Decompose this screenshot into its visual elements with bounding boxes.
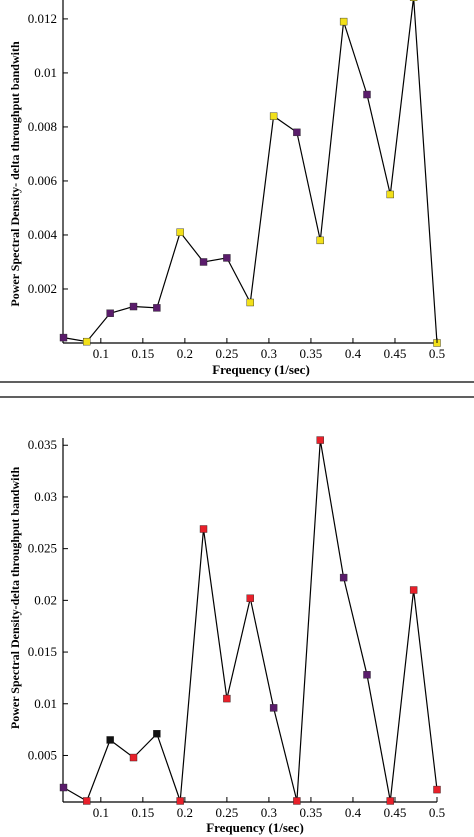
top-chart-x-axis-title: Frequency (1/sec) <box>212 362 310 377</box>
top-chart-y-tick-label: 0.002 <box>28 281 57 296</box>
top-chart-data-point <box>386 190 394 199</box>
top-chart-x-ticks: 0.1 0.15 0.2 0.25 0.3 0.35 0.4 0.45 0.5 <box>93 338 445 361</box>
bottom-chart-x-tick-label: 0.4 <box>345 805 362 820</box>
top-chart-x-tick-label: 0.5 <box>429 346 445 361</box>
bottom-chart-x-tick-label: 0.45 <box>384 805 407 820</box>
bottom-chart-x-tick-label: 0.3 <box>261 805 277 820</box>
top-chart-data-point <box>409 0 418 1</box>
bottom-chart-data-point <box>83 797 91 805</box>
bottom-chart-data-point <box>106 736 114 744</box>
top-chart-data-point <box>293 128 301 137</box>
bottom-chart-data-point <box>316 436 324 444</box>
bottom-chart-y-tick-label: 0.025 <box>28 541 57 556</box>
bottom-chart-y-tick-label: 0.005 <box>28 747 57 762</box>
bottom-chart-x-axis-title: Frequency (1/sec) <box>206 820 304 835</box>
bottom-chart-y-ticks: 0.005 0.01 0.015 0.02 0.025 0.03 0.035 <box>28 437 68 762</box>
top-chart-data-point <box>83 337 91 346</box>
top-chart-marks <box>59 0 441 347</box>
bottom-chart-y-tick-label: 0.02 <box>34 592 57 607</box>
bottom-chart-data-point <box>269 704 278 712</box>
top-chart-x-tick-label: 0.15 <box>131 346 154 361</box>
bottom-chart-data-point <box>433 785 441 794</box>
bottom-chart-data-point <box>199 525 208 533</box>
top-chart-x-tick-label: 0.25 <box>216 346 239 361</box>
bottom-chart-data-point <box>409 586 418 594</box>
bottom-chart-y-tick-label: 0.01 <box>34 696 57 711</box>
top-chart: 0.002 0.004 0.006 0.008 0.01 0.012 0.1 0.15 0.2… <box>8 0 445 377</box>
bottom-chart-data-point <box>59 783 68 792</box>
bottom-chart-y-tick-label: 0.035 <box>28 437 57 452</box>
top-chart-x-tick-label: 0.1 <box>93 346 109 361</box>
top-chart-y-tick-label: 0.006 <box>28 173 58 188</box>
bottom-chart-data-point <box>363 671 371 679</box>
top-chart-data-point <box>223 254 231 262</box>
top-chart-x-tick-label: 0.35 <box>300 346 323 361</box>
top-chart-data-point <box>106 309 114 317</box>
bottom-chart-y-tick-label: 0.015 <box>28 644 57 659</box>
top-chart-y-axis-title: Power Spectral Density- delta throughput… <box>8 41 22 307</box>
bottom-chart-y-tick-label: 0.03 <box>34 489 57 504</box>
top-chart-data-point <box>199 258 208 266</box>
bottom-chart-x-tick-label: 0.15 <box>131 805 154 820</box>
top-chart-x-tick-label: 0.4 <box>345 346 362 361</box>
bottom-chart-axes <box>62 438 437 803</box>
top-chart-data-point <box>246 298 254 307</box>
bottom-chart-marks <box>59 436 441 805</box>
bottom-chart-data-point <box>386 797 394 805</box>
bottom-chart-x-tick-label: 0.5 <box>429 805 445 820</box>
top-chart-y-tick-label: 0.01 <box>34 65 57 80</box>
bottom-chart-data-point <box>339 573 348 582</box>
top-chart-data-point <box>269 112 278 120</box>
top-chart-data-point <box>339 17 348 26</box>
bottom-chart-y-axis-title: Power Spectral Density-delta throughput … <box>8 467 22 730</box>
top-chart-x-tick-label: 0.2 <box>177 346 193 361</box>
top-chart-x-tick-label: 0.3 <box>261 346 277 361</box>
top-chart-data-point <box>59 333 68 342</box>
bottom-chart-x-tick-label: 0.2 <box>177 805 193 820</box>
bottom-chart-x-tick-label: 0.25 <box>216 805 239 820</box>
top-chart-axes <box>62 0 437 344</box>
top-chart-x-tick-label: 0.45 <box>384 346 407 361</box>
bottom-chart-data-point <box>153 730 161 738</box>
top-chart-data-point <box>176 228 184 236</box>
top-chart-data-point <box>129 302 138 311</box>
top-chart-data-point <box>153 304 161 312</box>
bottom-chart-data-point <box>293 797 301 805</box>
bottom-chart-data-point <box>176 797 184 805</box>
bottom-chart: 0.005 0.01 0.015 0.02 0.025 0.03 0.035 0.1 0.15… <box>8 436 445 835</box>
top-chart-y-tick-label: 0.004 <box>28 227 58 242</box>
top-chart-y-ticks: 0.002 0.004 0.006 0.008 0.01 0.012 <box>28 11 68 296</box>
bottom-chart-data-point <box>246 594 254 602</box>
bottom-chart-data-point <box>223 694 231 703</box>
top-chart-y-tick-label: 0.012 <box>28 11 57 26</box>
bottom-chart-x-tick-label: 0.35 <box>300 805 323 820</box>
bottom-chart-data-point <box>129 753 138 762</box>
top-chart-y-tick-label: 0.008 <box>28 119 57 134</box>
bottom-chart-x-ticks: 0.1 0.15 0.2 0.25 0.3 0.35 0.4 0.45 0.5 <box>93 797 445 820</box>
top-chart-data-point <box>363 90 371 99</box>
bottom-chart-x-tick-label: 0.1 <box>93 805 109 820</box>
top-chart-data-point <box>316 236 324 245</box>
